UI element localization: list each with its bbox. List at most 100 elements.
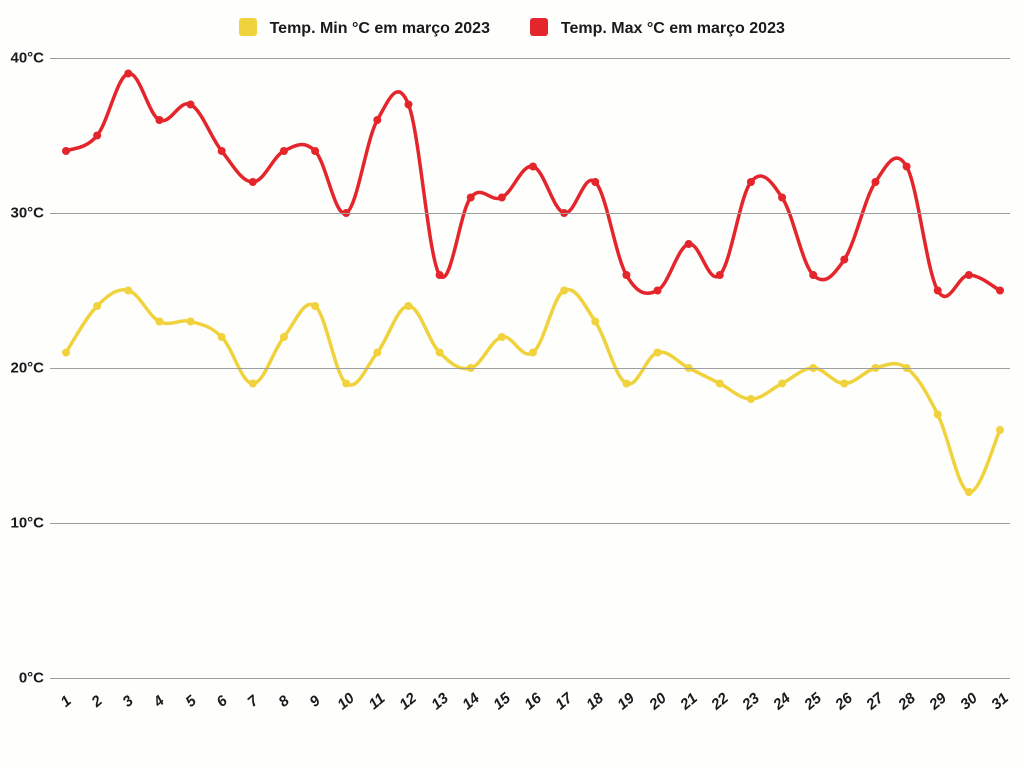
- legend-swatch-max: [530, 18, 548, 36]
- x-axis-label: 21: [677, 690, 701, 714]
- series-marker-max: [591, 178, 599, 186]
- x-axis-label: 5: [182, 692, 199, 710]
- x-axis-label: 17: [552, 690, 576, 714]
- x-axis-label: 8: [275, 692, 292, 710]
- y-axis-label: 0°C: [19, 670, 44, 687]
- series-marker-max: [218, 147, 226, 155]
- series-marker-min: [218, 333, 226, 341]
- series-marker-min: [529, 349, 537, 357]
- series-marker-max: [467, 194, 475, 202]
- x-axis-label: 28: [895, 690, 919, 714]
- series-marker-max: [62, 147, 70, 155]
- gridline: [50, 523, 1010, 524]
- series-marker-max: [249, 178, 257, 186]
- x-axis-label: 13: [428, 690, 452, 714]
- series-marker-max: [187, 101, 195, 109]
- series-marker-max: [747, 178, 755, 186]
- series-marker-min: [591, 318, 599, 326]
- series-marker-min: [778, 380, 786, 388]
- x-axis-label: 1: [57, 692, 74, 710]
- series-marker-min: [93, 302, 101, 310]
- series-marker-min: [747, 395, 755, 403]
- series-marker-max: [373, 116, 381, 124]
- x-axis-label: 12: [397, 690, 421, 714]
- series-line-min: [66, 290, 1000, 493]
- gridline: [50, 368, 1010, 369]
- legend-label-max: Temp. Max °C em março 2023: [561, 20, 785, 37]
- series-marker-max: [404, 101, 412, 109]
- x-axis-label: 4: [151, 692, 168, 710]
- y-axis-label: 40°C: [10, 50, 44, 67]
- series-marker-min: [342, 380, 350, 388]
- series-marker-max: [934, 287, 942, 295]
- series-marker-max: [716, 271, 724, 279]
- x-axis-label: 26: [832, 690, 856, 714]
- x-axis-label: 16: [521, 690, 545, 714]
- legend-swatch-min: [239, 18, 257, 36]
- series-marker-min: [965, 488, 973, 496]
- series-marker-min: [311, 302, 319, 310]
- x-axis-label: 9: [306, 692, 323, 710]
- y-axis-label: 10°C: [10, 515, 44, 532]
- series-marker-max: [622, 271, 630, 279]
- series-marker-max: [436, 271, 444, 279]
- series-marker-min: [124, 287, 132, 295]
- series-marker-max: [498, 194, 506, 202]
- x-axis-label: 3: [120, 692, 137, 710]
- series-marker-max: [311, 147, 319, 155]
- series-marker-min: [498, 333, 506, 341]
- series-marker-min: [187, 318, 195, 326]
- series-marker-max: [280, 147, 288, 155]
- x-axis-label: 2: [88, 692, 105, 710]
- series-marker-max: [840, 256, 848, 264]
- x-axis-label: 27: [864, 690, 888, 714]
- gridline: [50, 58, 1010, 59]
- series-marker-min: [249, 380, 257, 388]
- series-marker-max: [965, 271, 973, 279]
- series-marker-max: [529, 163, 537, 171]
- series-marker-max: [654, 287, 662, 295]
- series-marker-max: [778, 194, 786, 202]
- x-axis-label: 19: [615, 690, 639, 714]
- gridline: [50, 678, 1010, 679]
- series-marker-max: [809, 271, 817, 279]
- x-axis-label: 22: [708, 690, 732, 714]
- series-marker-min: [996, 426, 1004, 434]
- x-axis-label: 31: [988, 690, 1012, 714]
- series-marker-max: [996, 287, 1004, 295]
- series-marker-max: [93, 132, 101, 140]
- series-marker-min: [840, 380, 848, 388]
- series-line-max: [66, 73, 1000, 296]
- x-axis-label: 15: [490, 690, 514, 714]
- y-axis-label: 20°C: [10, 360, 44, 377]
- series-marker-max: [155, 116, 163, 124]
- temperature-chart: Temp. Min °C em março 2023 Temp. Max °C …: [0, 0, 1024, 768]
- series-marker-min: [155, 318, 163, 326]
- series-marker-min: [654, 349, 662, 357]
- series-marker-min: [716, 380, 724, 388]
- series-marker-min: [622, 380, 630, 388]
- y-axis-label: 30°C: [10, 205, 44, 222]
- x-axis-label: 20: [646, 690, 670, 714]
- series-marker-max: [871, 178, 879, 186]
- legend-item-max: Temp. Max °C em março 2023: [530, 18, 784, 38]
- x-axis-label: 24: [770, 690, 794, 714]
- series-marker-min: [934, 411, 942, 419]
- plot-area: 0°C10°C20°C30°C40°C123456789101112131415…: [50, 58, 1010, 678]
- series-marker-min: [404, 302, 412, 310]
- series-marker-max: [685, 240, 693, 248]
- series-marker-min: [62, 349, 70, 357]
- x-axis-label: 6: [213, 692, 230, 710]
- series-marker-min: [280, 333, 288, 341]
- x-axis-label: 7: [244, 692, 261, 710]
- x-axis-label: 18: [583, 690, 607, 714]
- x-axis-label: 30: [957, 690, 981, 714]
- x-axis-label: 14: [459, 690, 483, 714]
- x-axis-label: 10: [334, 690, 358, 714]
- legend-label-min: Temp. Min °C em março 2023: [270, 20, 490, 37]
- legend-item-min: Temp. Min °C em março 2023: [239, 18, 490, 38]
- x-axis-label: 29: [926, 690, 950, 714]
- x-axis-label: 23: [739, 690, 763, 714]
- series-marker-min: [436, 349, 444, 357]
- series-marker-max: [124, 70, 132, 78]
